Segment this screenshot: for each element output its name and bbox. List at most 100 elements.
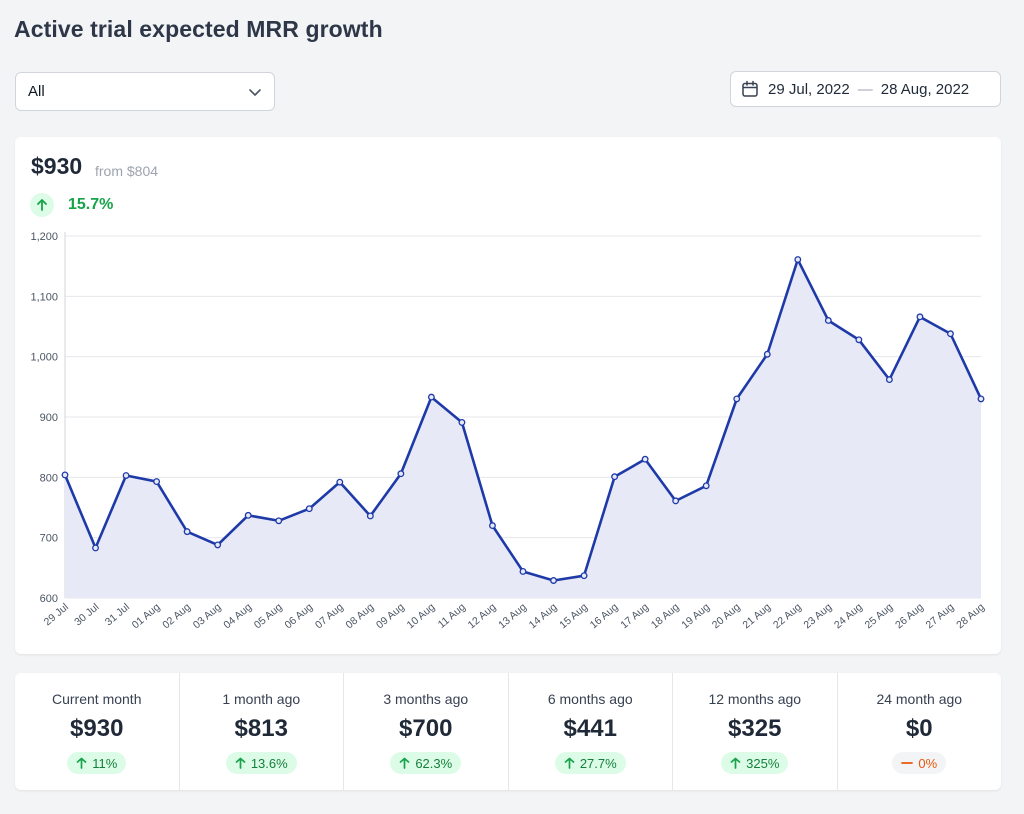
stat-value: $813 [234, 715, 288, 742]
stat-change-text: 13.6% [250, 755, 288, 771]
x-tick-label: 11 Aug [436, 601, 468, 631]
y-tick-label: 900 [40, 412, 58, 424]
previous-mrr-value: from $804 [95, 163, 159, 179]
arrow-up-icon [76, 757, 87, 769]
x-tick-label: 03 Aug [191, 601, 224, 631]
stat-change-text: 11% [92, 755, 118, 771]
data-point [427, 393, 435, 401]
arrow-up-icon [730, 757, 741, 769]
stat-label: 3 months ago [383, 691, 469, 707]
stat-change-badge: 325% [721, 752, 789, 774]
current-mrr-value: $930 [31, 153, 83, 179]
data-point [550, 577, 557, 584]
mrr-growth-percent: 15.7% [68, 196, 114, 213]
x-tick-label: 21 Aug [740, 601, 773, 631]
stat-change-badge: 27.7% [554, 752, 626, 774]
y-tick-label: 600 [40, 593, 58, 605]
stat-change-text: 62.3% [415, 755, 453, 771]
x-tick-label: 13 Aug [496, 601, 529, 631]
data-point [61, 471, 69, 479]
stat-value: $700 [399, 715, 453, 742]
stat-cell: 24 month ago $0 0% [838, 673, 1002, 790]
data-point [244, 511, 252, 519]
data-point [611, 473, 619, 481]
stat-label: 1 month ago [222, 691, 301, 707]
x-tick-label: 31 Jul [103, 601, 132, 628]
stat-change-badge: 62.3% [390, 752, 462, 774]
data-point [855, 336, 863, 344]
data-point [702, 482, 710, 490]
arrow-up-icon [235, 757, 246, 769]
x-tick-label: 29 Jul [42, 601, 71, 628]
data-point [336, 478, 344, 486]
y-tick-label: 700 [40, 533, 58, 545]
data-point [763, 350, 771, 358]
x-tick-label: 15 Aug [557, 601, 590, 631]
data-point [458, 418, 466, 426]
stat-label: 6 months ago [547, 691, 633, 707]
x-tick-label: 20 Aug [710, 601, 743, 631]
data-point [366, 512, 374, 520]
x-tick-label: 07 Aug [313, 601, 346, 631]
x-tick-label: 30 Jul [72, 601, 101, 628]
x-tick-label: 26 Aug [893, 601, 926, 631]
x-tick-label: 10 Aug [405, 601, 438, 631]
stat-value: $441 [563, 715, 617, 742]
x-tick-label: 24 Aug [832, 601, 865, 631]
date-range-picker[interactable]: 29 Jul, 2022 — 28 Aug, 2022 [730, 71, 1001, 107]
stat-change-text: 0% [918, 755, 938, 771]
y-tick-label: 1,000 [30, 352, 58, 364]
segment-filter-select[interactable]: All [15, 72, 275, 111]
stat-label: Current month [52, 691, 142, 707]
data-point [183, 528, 191, 536]
stat-change-badge: 11% [67, 752, 127, 774]
stat-cell: 3 months ago $700 62.3% [344, 673, 509, 790]
stat-value: $930 [70, 715, 124, 742]
data-point [641, 455, 649, 463]
x-tick-label: 02 Aug [160, 601, 193, 631]
y-tick-label: 800 [40, 472, 58, 484]
x-tick-label: 27 Aug [924, 601, 957, 631]
x-tick-label: 01 Aug [130, 601, 163, 631]
x-tick-label: 09 Aug [374, 601, 407, 631]
arrow-up-icon [399, 757, 410, 769]
mrr-chart-card: $930 from $804 15.7% 600 700 800 900 1,000 1,… [15, 137, 1001, 654]
x-tick-label: 04 Aug [221, 601, 254, 631]
stat-cell: 12 months ago $325 325% [673, 673, 838, 790]
data-point [519, 568, 527, 575]
data-point [733, 395, 741, 403]
date-range-start: 29 Jul, 2022 [768, 80, 850, 98]
stat-cell: 6 months ago $441 27.7% [509, 673, 673, 790]
stat-change-text: 27.7% [579, 755, 617, 771]
stat-label: 24 month ago [876, 691, 963, 707]
x-tick-label: 06 Aug [282, 601, 315, 631]
data-point [92, 544, 99, 552]
stat-label: 12 months ago [708, 691, 802, 707]
mrr-line-chart: 600 700 800 900 1,000 1,100 1,200 29 Jul 30 Jul 3… [30, 231, 987, 631]
page-title: Active trial expected MRR growth [14, 16, 383, 42]
chevron-down-icon [249, 89, 261, 96]
x-tick-label: 19 Aug [679, 601, 712, 631]
data-point [122, 472, 130, 479]
series-area-fill [65, 259, 981, 598]
x-tick-label: 12 Aug [466, 601, 499, 631]
x-tick-label: 14 Aug [527, 601, 560, 631]
dash-icon [901, 762, 914, 764]
date-range-separator: — [857, 80, 873, 98]
data-point [580, 572, 588, 580]
stat-cell: Current month $930 11% [15, 673, 180, 790]
stat-change-text: 325% [746, 755, 780, 771]
x-tick-label: 23 Aug [801, 601, 834, 631]
data-point [672, 497, 680, 505]
filter-selected-value: All [28, 83, 45, 100]
stat-cell: 1 month ago $813 13.6% [180, 673, 344, 790]
data-point [824, 317, 832, 324]
data-point [153, 478, 161, 486]
data-point [489, 522, 496, 530]
stat-change-badge: 0% [892, 752, 947, 774]
period-comparison-stats: Current month $930 11% 1 month ago $813 13.6%… [15, 673, 1001, 790]
x-tick-label: 08 Aug [343, 601, 376, 631]
data-point [977, 395, 985, 403]
arrow-up-icon [564, 757, 575, 769]
y-tick-label: 1,100 [30, 291, 58, 303]
